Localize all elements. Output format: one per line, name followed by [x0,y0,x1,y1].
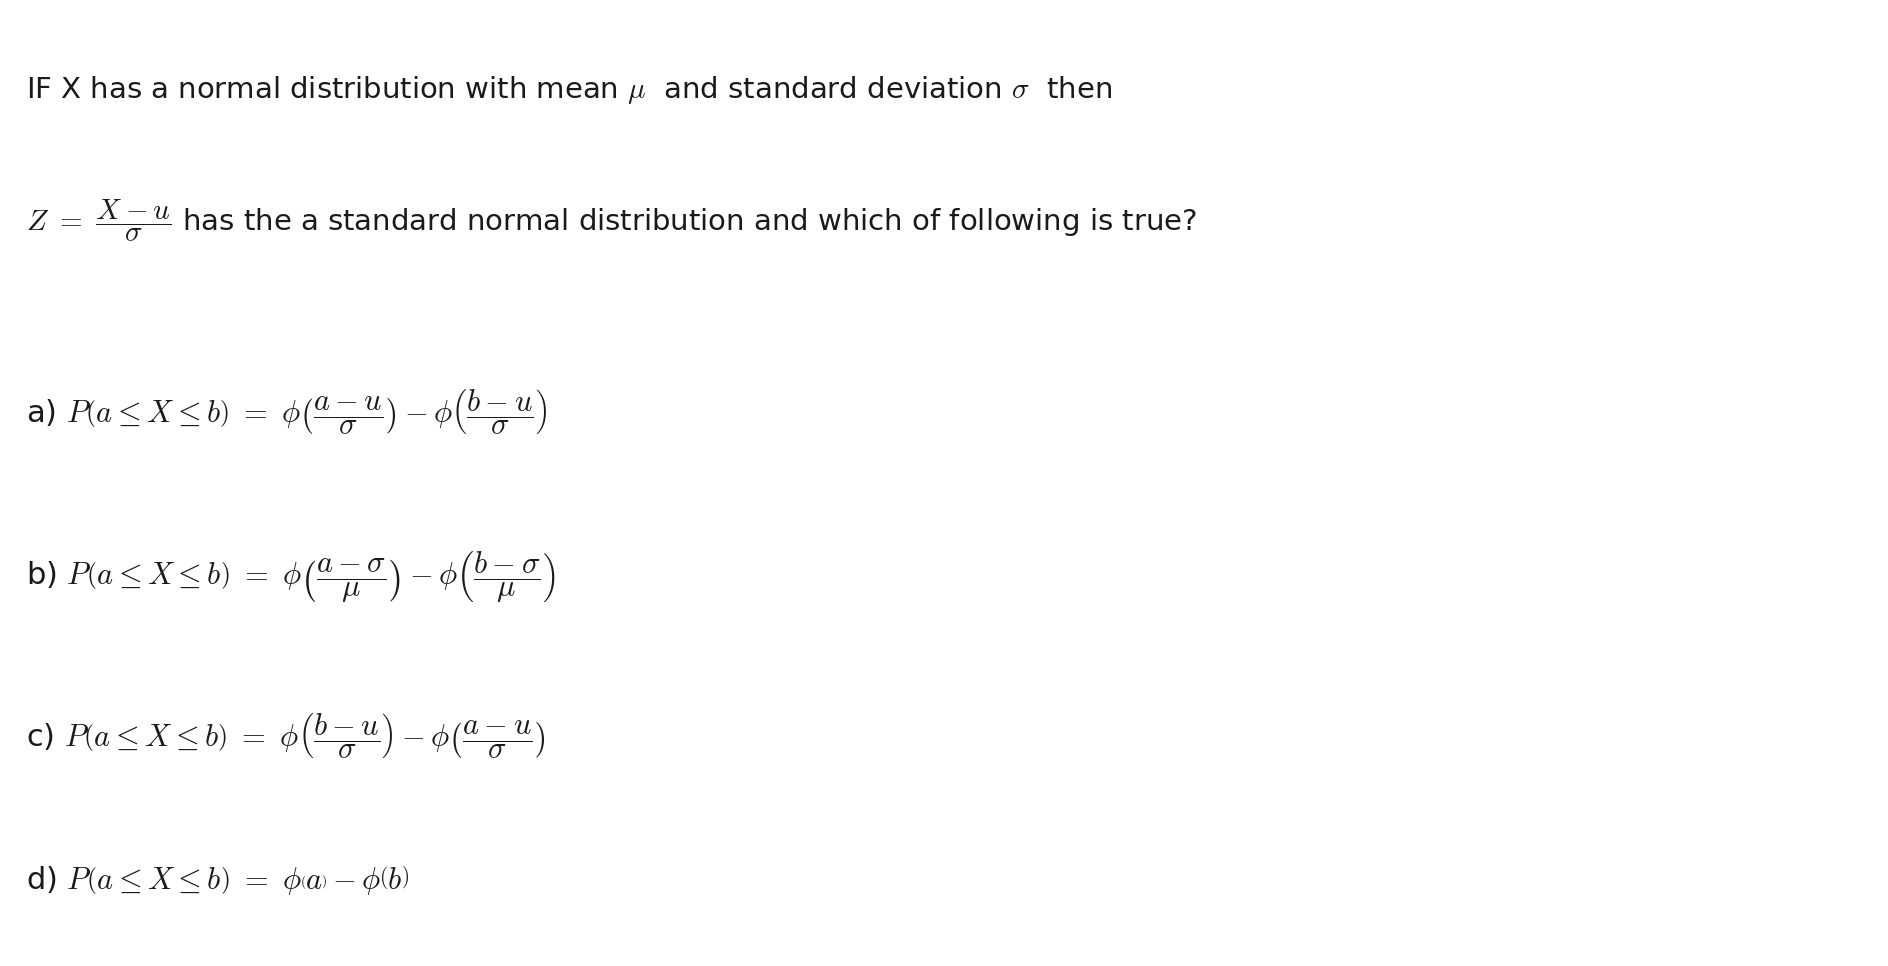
Text: a) $P\left(a \leq X \leq b\right) \ = \ \phi\left(\dfrac{a-u}{\sigma}\right) - \: a) $P\left(a \leq X \leq b\right) \ = \ … [26,387,548,438]
Text: d) $P\left(a \leq X \leq b\right) \ = \ \phi\left(a\right) - \phi\left(b\right)$: d) $P\left(a \leq X \leq b\right) \ = \ … [26,864,408,896]
Text: $Z \ = \ \dfrac{X-u}{\sigma}$ has the a standard normal distribution and which o: $Z \ = \ \dfrac{X-u}{\sigma}$ has the a … [26,197,1197,243]
Text: b) $P\left(a \leq X \leq b\right) \ = \ \phi\left(\dfrac{a-\sigma}{\mu}\right) -: b) $P\left(a \leq X \leq b\right) \ = \ … [26,550,555,605]
Text: IF X has a normal distribution with mean $\mu$  and standard deviation $\sigma$ : IF X has a normal distribution with mean… [26,73,1112,105]
Text: c) $P\left(a \leq X \leq b\right) \ = \ \phi\left(\dfrac{b-u}{\sigma}\right) - \: c) $P\left(a \leq X \leq b\right) \ = \ … [26,712,546,761]
